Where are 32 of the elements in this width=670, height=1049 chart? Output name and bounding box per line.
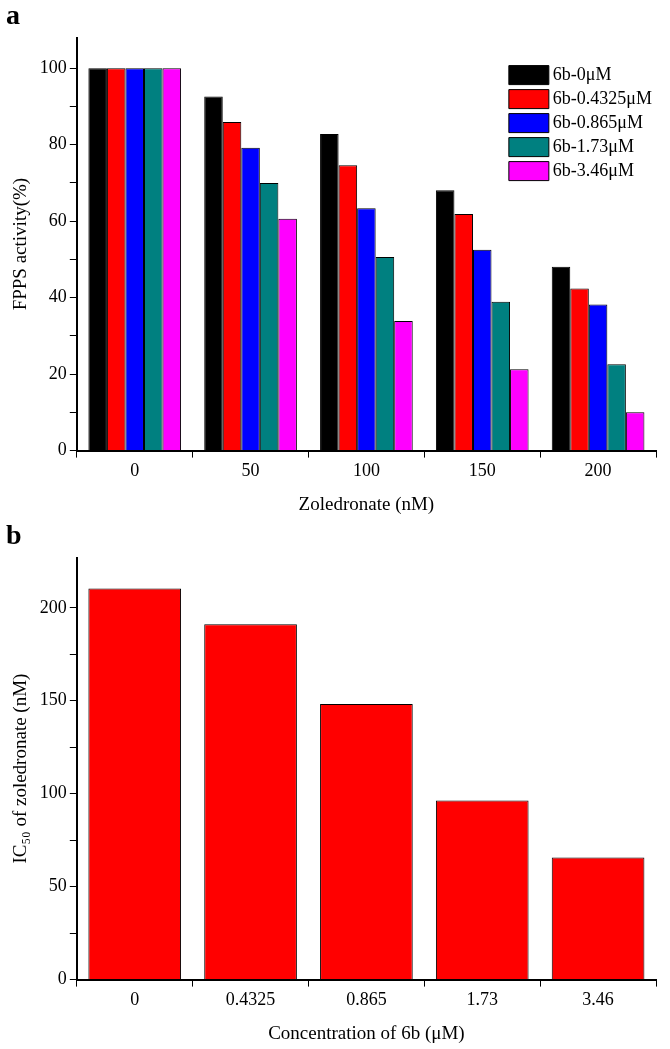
y-tick-label: 20 [48, 362, 67, 383]
x-tick-label: 1.73 [466, 989, 498, 1010]
legend-label: 6b-0μM [552, 63, 612, 84]
y-axis-title: FPPS activity(%) [9, 177, 32, 311]
legend-label: 6b-0.4325μM [552, 87, 653, 108]
y-tick-label: 0 [57, 439, 67, 460]
x-axis-title: Zoledronate (nM) [298, 492, 435, 515]
x-tick-label: 50 [241, 460, 260, 481]
x-axis-title: Concentration of 6b (μM) [268, 1021, 465, 1044]
legend-label: 6b-1.73μM [552, 135, 635, 156]
y-tick-label: 80 [48, 133, 67, 154]
y-tick-label: 0 [57, 968, 67, 989]
x-tick-label: 200 [584, 460, 612, 481]
chart-title: a [6, 0, 20, 31]
y-tick-label: 40 [48, 286, 67, 307]
x-tick-label: 150 [468, 460, 496, 481]
legend-label: 6b-0.865μM [552, 111, 644, 132]
x-tick-label: 0 [130, 989, 140, 1010]
x-tick-label: 3.46 [582, 989, 614, 1010]
x-tick-label: 0.865 [346, 989, 387, 1010]
y-tick-label: 200 [39, 596, 67, 617]
chart-title: b [6, 519, 22, 551]
x-tick-label: 0.4325 [225, 989, 276, 1010]
legend-label: 6b-3.46μM [552, 159, 635, 180]
y-axis-title: IC₅₀ of zoledronate (nM) [9, 673, 32, 864]
y-tick-label: 150 [39, 689, 67, 710]
y-tick-label: 100 [39, 782, 67, 803]
y-tick-label: 100 [39, 56, 67, 77]
y-tick-label: 60 [48, 209, 67, 230]
y-tick-label: 50 [48, 875, 67, 896]
x-tick-label: 100 [352, 460, 380, 481]
x-tick-label: 0 [130, 460, 140, 481]
